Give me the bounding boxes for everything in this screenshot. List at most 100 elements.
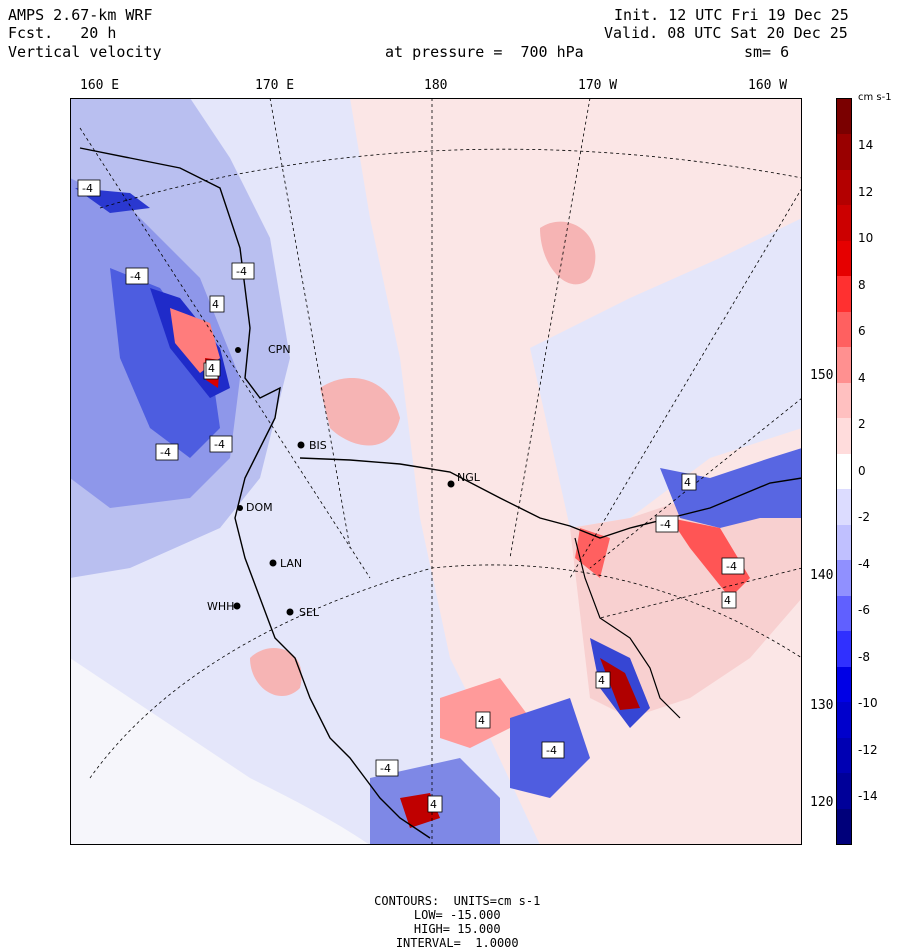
contour-label: 4 — [681, 473, 697, 491]
contour-label: -4 — [125, 267, 149, 285]
colorbar-tick-label: 4 — [858, 370, 866, 385]
contour-label-text: 4 — [208, 362, 215, 375]
parallel-north — [99, 148, 802, 209]
colorbar-swatch — [837, 595, 851, 632]
station-cpn-marker — [235, 347, 241, 353]
colorbar-swatch — [837, 702, 851, 739]
contour-label-text: -4 — [82, 182, 93, 195]
contour-label: -4 — [721, 557, 745, 575]
station-lan: LAN — [269, 557, 302, 570]
colorbar-tick-label: -8 — [858, 649, 870, 664]
contour-label-text: -4 — [380, 762, 391, 775]
contour-label: 4 — [475, 711, 491, 729]
plateau-region — [70, 658, 370, 845]
colorbar-swatch — [837, 276, 851, 313]
station-sel: SEL — [286, 606, 320, 619]
station-whh-label: WHH — [207, 600, 234, 613]
coastline-east — [574, 537, 681, 719]
contour-label: -4 — [231, 262, 255, 280]
contour-label-box — [427, 795, 443, 813]
station-bis-label: BIS — [309, 439, 327, 452]
colorbar-swatch — [837, 347, 851, 384]
colorbar-tick-label: -4 — [858, 556, 870, 571]
colorbar-swatch — [837, 631, 851, 668]
contour-label: 4 — [205, 359, 221, 377]
colorbar-tick-label: 14 — [858, 138, 874, 152]
station-dom-marker — [237, 505, 243, 511]
contour-label: 4 — [427, 795, 443, 813]
colorbar-swatch — [837, 311, 851, 348]
contour-label-box — [205, 359, 221, 377]
station-dom-label: DOM — [246, 501, 273, 514]
parallel-south — [89, 564, 802, 779]
colorbar-tick-label: 8 — [858, 277, 866, 292]
lon-label-160e: 160 E — [80, 78, 120, 93]
contour-label-box — [77, 179, 101, 197]
station-cpn-label: CPN — [268, 343, 291, 356]
contour-label-text: -4 — [214, 438, 225, 451]
station-ngl-label: NGL — [457, 471, 481, 484]
lon-label-170w: 170 W — [578, 78, 618, 93]
contour-label: 4 — [595, 671, 611, 689]
lon-label-170e: 170 E — [255, 78, 295, 93]
smoothing-label: sm= 6 — [744, 43, 790, 61]
contour-label-text: -4 — [236, 265, 247, 278]
init-time: Init. 12 UTC Fri 19 Dec 25 — [614, 6, 849, 24]
colorbar-tick-label: -6 — [858, 603, 870, 617]
colorbar-swatch — [837, 134, 851, 171]
meridian-160w — [569, 187, 802, 579]
forecast-hours: 20 h — [80, 24, 117, 42]
colorbar-tick-label: 0 — [858, 463, 866, 478]
negative-region-east — [530, 218, 802, 528]
lon-label-180: 180 — [424, 78, 448, 93]
station-whh-marker — [233, 602, 241, 610]
contour-label-text: 4 — [430, 798, 437, 811]
contour-label-box — [155, 443, 179, 461]
station-sel-marker — [286, 608, 294, 616]
field-name: Vertical velocity — [8, 43, 162, 61]
colorbar — [836, 98, 852, 845]
forecast-label-text: Fcst. — [8, 24, 54, 42]
contour-labels: -4 -4 -4 4 4 -4 -4 4 -4 4 -4 4 -4 4 4 -4… — [77, 179, 745, 813]
colorbar-swatch — [837, 99, 851, 135]
contour-label-text: 4 — [684, 476, 691, 489]
colorbar-swatch — [837, 240, 851, 277]
contour-label: -4 — [155, 443, 179, 461]
colorbar-swatch — [837, 489, 851, 526]
map-frame — [70, 98, 802, 845]
pressure-level: at pressure = 700 hPa — [385, 43, 584, 61]
stations: CPN BIS NGL DOM LAN WHH SEL — [207, 343, 481, 619]
contour-label: -4 — [77, 179, 101, 197]
positive-region-southeast — [570, 458, 802, 718]
contour-label-text: 4 — [598, 674, 605, 687]
contour-label-box — [721, 591, 737, 609]
station-lan-marker — [269, 559, 277, 567]
colorbar-swatch — [837, 453, 851, 490]
station-ngl-marker — [447, 480, 455, 488]
lon-label-160w: 160 W — [748, 78, 788, 93]
contour-label-box — [541, 741, 565, 759]
colorbar-tick-label: -12 — [858, 742, 878, 757]
contour-label-text: -4 — [726, 560, 737, 573]
colorbar-swatch — [837, 418, 851, 455]
negative-band-2 — [110, 268, 220, 458]
station-whh: WHH — [207, 600, 241, 613]
station-dom: DOM — [237, 501, 273, 514]
contour-label: -4 — [209, 435, 233, 453]
colorbar-tick-label: 2 — [858, 417, 866, 431]
graticule — [79, 98, 802, 845]
station-ngl: NGL — [447, 471, 481, 488]
colorbar-tick-label: 10 — [858, 231, 874, 245]
contour-label-text: -4 — [130, 270, 141, 283]
station-lan-label: LAN — [280, 557, 302, 570]
contour-label-text: -4 — [546, 744, 557, 757]
pressure-value: 700 hPa — [520, 43, 584, 61]
contour-label: -4 — [375, 759, 399, 777]
contour-label-text: -4 — [660, 518, 671, 531]
contour-label-text: 4 — [724, 594, 731, 607]
contour-label: 4 — [721, 591, 737, 609]
meridian-160e — [79, 127, 371, 579]
colorbar-units: cm s-1 — [858, 92, 892, 103]
colorbar-swatch — [837, 169, 851, 206]
colorbar-tick-label: -10 — [858, 696, 878, 710]
